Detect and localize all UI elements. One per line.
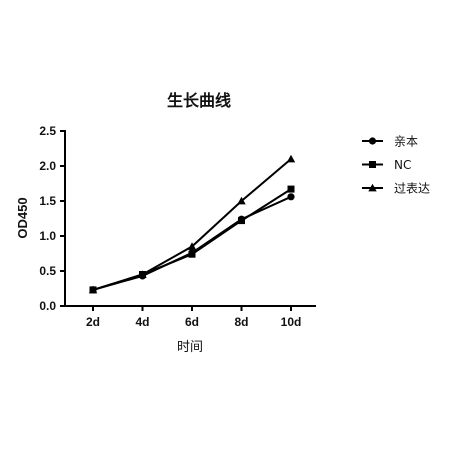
x-tick-label: 4d bbox=[135, 315, 149, 329]
y-tick-label: 1.5 bbox=[39, 194, 56, 208]
data-point bbox=[138, 270, 147, 278]
x-ticks: 2d 4d 6d 8d 10d bbox=[86, 306, 301, 329]
legend-item: 过表达 bbox=[362, 182, 430, 196]
x-tick-label: 6d bbox=[185, 315, 199, 329]
legend-marker bbox=[368, 137, 377, 145]
series-line bbox=[92, 188, 292, 291]
data-point bbox=[187, 242, 197, 250]
y-tick-label: 1.0 bbox=[39, 229, 56, 243]
data-point bbox=[238, 217, 245, 225]
y-tick-label: 2.5 bbox=[39, 124, 56, 138]
y-axis-label: OD450 bbox=[15, 197, 30, 238]
y-tick-label: 0.5 bbox=[39, 264, 56, 278]
legend-item: 亲本 bbox=[362, 135, 418, 149]
legend: 亲本 NC 过表达 bbox=[362, 135, 430, 196]
data-point bbox=[287, 185, 295, 193]
x-tick-label: 2d bbox=[86, 315, 100, 329]
y-ticks: 0.0 0.5 1.0 1.5 2.0 2.5 bbox=[39, 124, 65, 313]
legend-marker bbox=[369, 161, 376, 168]
legend-marker bbox=[368, 183, 377, 192]
x-tick-label: 8d bbox=[234, 315, 248, 329]
legend-label: 亲本 bbox=[394, 135, 418, 149]
chart-title: 生长曲线 bbox=[167, 91, 231, 110]
data-point bbox=[88, 285, 98, 294]
series-2 bbox=[88, 154, 296, 294]
x-tick-label: 10d bbox=[281, 315, 302, 329]
data-point bbox=[188, 250, 196, 258]
data-point bbox=[286, 154, 296, 163]
legend-label: 过表达 bbox=[394, 182, 430, 196]
series-layer bbox=[88, 154, 296, 294]
y-tick-label: 2.0 bbox=[39, 159, 56, 173]
series-line bbox=[92, 158, 292, 291]
y-tick-label: 0.0 bbox=[39, 299, 56, 313]
legend-label: NC bbox=[394, 158, 411, 172]
data-point bbox=[237, 196, 246, 205]
x-axis-label: 时间 bbox=[177, 340, 203, 355]
legend-item: NC bbox=[362, 158, 411, 172]
series-1 bbox=[89, 185, 295, 294]
data-point bbox=[287, 193, 295, 201]
